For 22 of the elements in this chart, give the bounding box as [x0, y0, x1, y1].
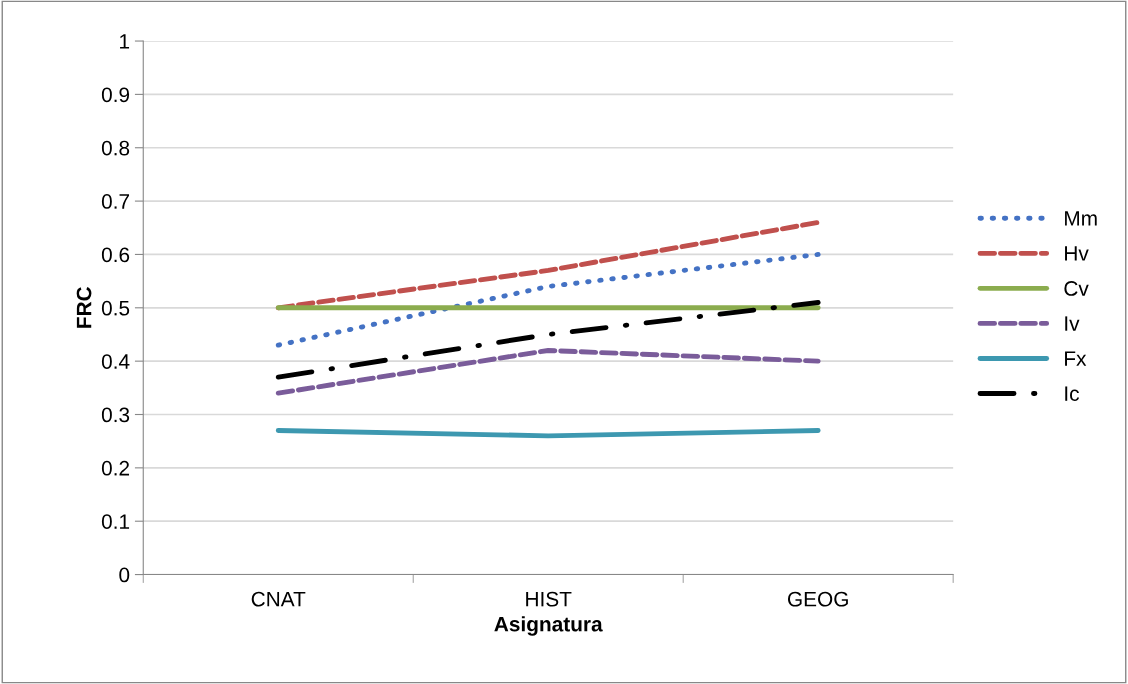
legend-label: Ic: [1065, 386, 1079, 402]
y-tick-label: 0.4: [101, 354, 130, 369]
x-tick-label: GEOG: [787, 591, 848, 607]
legend-label: Mm: [1065, 211, 1097, 226]
y-tick-label: 0: [119, 567, 130, 583]
y-tick-label: 0.2: [101, 460, 130, 476]
y-tick-label: 0.5: [101, 300, 130, 316]
y-tick-label: 1: [120, 34, 130, 49]
y-tick-label: 0.7: [101, 194, 130, 209]
y-axis-title: FRC: [76, 286, 92, 328]
legend-label: Fx: [1065, 351, 1087, 366]
y-tick-label: 0.9: [101, 87, 130, 103]
y-tick-label: 0.8: [101, 140, 130, 156]
legend-label: Cv: [1064, 281, 1089, 296]
x-tick-label: CNAT: [251, 591, 306, 607]
y-tick-label: 0.6: [101, 247, 130, 263]
x-axis-title: Asignatura: [494, 616, 603, 636]
y-tick-label: 0.1: [101, 514, 130, 529]
x-tick-label: HIST: [526, 591, 572, 607]
legend-label: Iv: [1065, 316, 1080, 331]
legend-label: Hv: [1065, 246, 1089, 261]
y-tick-label: 0.3: [101, 407, 130, 423]
